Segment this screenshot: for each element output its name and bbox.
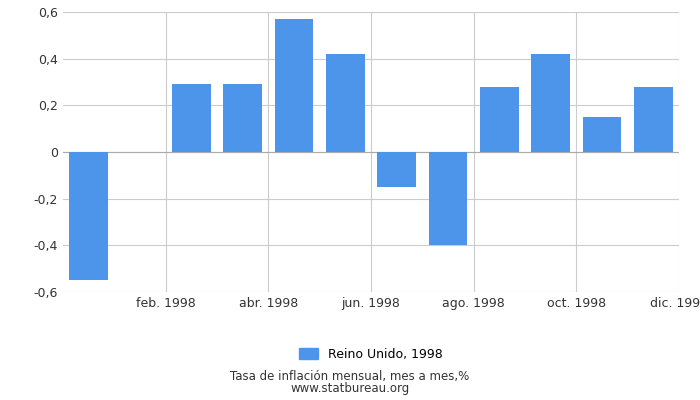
- Text: www.statbureau.org: www.statbureau.org: [290, 382, 410, 395]
- Bar: [223, 84, 262, 152]
- Bar: [326, 54, 365, 152]
- Bar: [634, 87, 673, 152]
- Bar: [480, 87, 519, 152]
- Bar: [172, 84, 211, 152]
- Bar: [274, 19, 314, 152]
- Bar: [69, 152, 108, 280]
- Bar: [377, 152, 416, 187]
- Bar: [531, 54, 570, 152]
- Bar: [582, 117, 622, 152]
- Bar: [428, 152, 468, 245]
- Legend: Reino Unido, 1998: Reino Unido, 1998: [294, 343, 448, 366]
- Text: Tasa de inflación mensual, mes a mes,%: Tasa de inflación mensual, mes a mes,%: [230, 370, 470, 383]
